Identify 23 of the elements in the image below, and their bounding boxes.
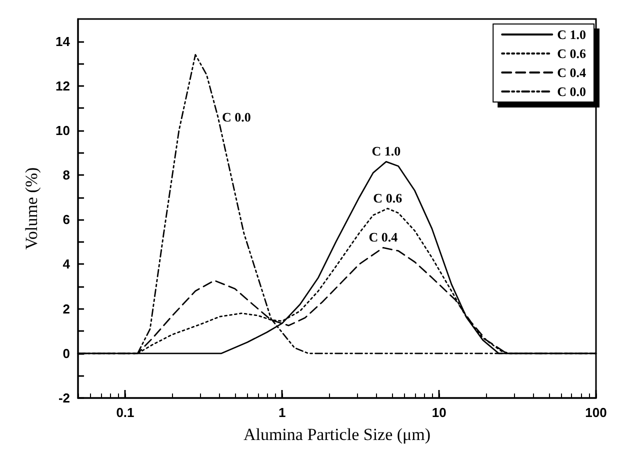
y-tick-label: 0 xyxy=(62,346,70,361)
y-tick-label: 2 xyxy=(62,301,70,316)
y-tick-label: 6 xyxy=(62,212,70,228)
y-axis-title: Volume (%) xyxy=(22,167,41,250)
legend-label: C 0.6 xyxy=(557,46,586,61)
y-tick-label: -2 xyxy=(58,390,70,406)
annotation: C 0.4 xyxy=(368,230,398,245)
y-tick-label: 10 xyxy=(56,122,70,138)
x-axis-title: Alumina Particle Size (μm) xyxy=(243,425,431,444)
x-tick-label: 10 xyxy=(432,405,446,420)
annotation: C 0.0 xyxy=(222,110,251,125)
x-tick-label: 1 xyxy=(278,405,286,420)
y-tick-label: 8 xyxy=(62,168,70,183)
legend-label: C 1.0 xyxy=(557,27,586,42)
legend-label: C 0.4 xyxy=(557,65,586,80)
y-tick-label: 14 xyxy=(56,34,71,49)
x-tick-label: 100 xyxy=(585,405,607,420)
y-tick-label: 4 xyxy=(62,256,71,272)
x-tick-label: 0.1 xyxy=(116,405,134,420)
legend-label: C 0.0 xyxy=(557,84,586,99)
y-tick-label: 12 xyxy=(56,78,70,94)
annotation: C 0.6 xyxy=(373,190,403,206)
annotation: C 1.0 xyxy=(372,144,401,159)
